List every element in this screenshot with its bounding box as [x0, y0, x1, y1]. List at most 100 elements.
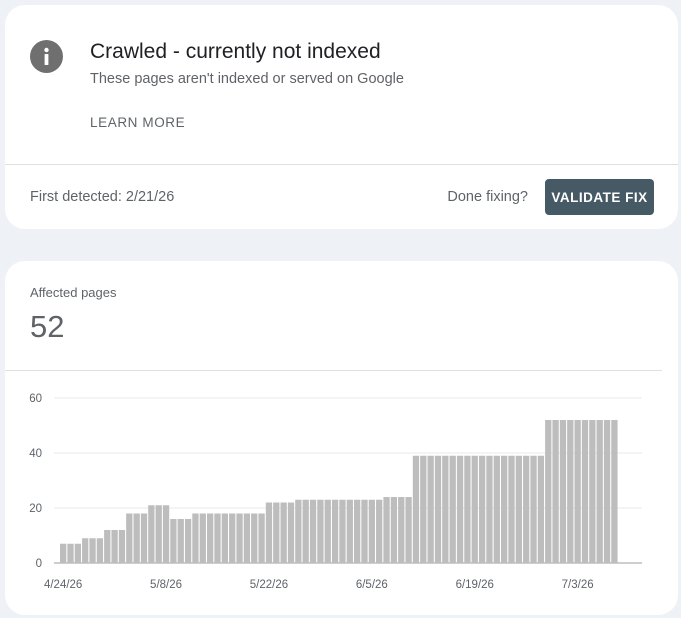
chart-bar[interactable] [74, 543, 81, 563]
chart-bar[interactable] [184, 519, 192, 563]
chart-bar[interactable] [361, 499, 368, 563]
chart-bar[interactable] [324, 499, 331, 563]
x-tick-label: 6/5/26 [356, 579, 388, 591]
chart-bar[interactable] [559, 420, 567, 563]
chart-bar[interactable] [339, 499, 346, 563]
done-fixing-text: Done fixing? [447, 189, 528, 205]
chart-bar[interactable] [251, 513, 258, 564]
y-tick-label: 20 [29, 503, 42, 515]
chart-bar[interactable] [126, 513, 133, 564]
chart-bar[interactable] [383, 497, 390, 563]
divider [5, 370, 662, 371]
chart-bar[interactable] [501, 455, 508, 563]
chart-bar[interactable] [192, 513, 199, 564]
chart-bar[interactable] [118, 530, 126, 563]
issue-title: Crawled - currently not indexed [90, 40, 381, 63]
chart-bar[interactable] [552, 420, 559, 563]
chart-bar[interactable] [376, 499, 383, 563]
chart-bar[interactable] [199, 513, 206, 564]
chart-bar[interactable] [537, 455, 545, 563]
chart-bar[interactable] [177, 519, 184, 563]
chart-bar[interactable] [478, 455, 486, 563]
divider [5, 164, 678, 165]
chart-bar[interactable] [442, 455, 449, 563]
first-detected-text: First detected: 2/21/26 [30, 189, 175, 205]
chart-bar[interactable] [111, 530, 118, 563]
affected-pages-label: Affected pages [30, 285, 117, 300]
chart-bar[interactable] [229, 513, 236, 564]
validate-fix-button[interactable]: VALIDATE FIX [545, 179, 654, 215]
chart-bar[interactable] [574, 420, 581, 563]
chart-bar[interactable] [471, 455, 478, 563]
chart-bar[interactable] [523, 455, 530, 563]
chart-bar[interactable] [140, 513, 148, 564]
chart-bar[interactable] [390, 497, 398, 563]
chart-bar[interactable] [309, 499, 317, 563]
chart-bar[interactable] [82, 538, 89, 563]
chart-bar[interactable] [265, 502, 273, 564]
x-tick-label: 7/3/26 [562, 579, 594, 591]
chart-bar[interactable] [449, 455, 456, 563]
chart-bar[interactable] [611, 420, 618, 563]
chart-bar[interactable] [493, 455, 500, 563]
chart-bar[interactable] [596, 420, 603, 563]
chart-bar[interactable] [464, 455, 471, 563]
chart-bar[interactable] [420, 455, 427, 563]
y-tick-label: 40 [29, 448, 42, 460]
chart-bar[interactable] [214, 513, 221, 564]
chart-bar[interactable] [133, 513, 140, 564]
chart-bar[interactable] [302, 499, 309, 563]
chart-bar[interactable] [515, 455, 522, 563]
chart-bar[interactable] [530, 455, 537, 563]
chart-bar[interactable] [96, 538, 104, 563]
x-tick-label: 5/22/26 [250, 579, 288, 591]
chart-bar[interactable] [354, 499, 361, 563]
chart-bar[interactable] [368, 499, 375, 563]
chart-bar[interactable] [589, 420, 596, 563]
chart-bar[interactable] [207, 513, 214, 564]
chart-bar[interactable] [545, 420, 552, 563]
chart-bar[interactable] [434, 455, 442, 563]
x-tick-label: 6/19/26 [456, 579, 494, 591]
chart-bar[interactable] [331, 499, 339, 563]
chart-bar[interactable] [60, 543, 67, 563]
chart-bar[interactable] [456, 455, 464, 563]
issue-subtitle: These pages aren't indexed or served on … [90, 71, 404, 87]
y-tick-label: 60 [29, 393, 42, 405]
chart-bar[interactable] [170, 519, 177, 563]
x-tick-label: 4/24/26 [44, 579, 82, 591]
chart-bar[interactable] [273, 502, 280, 564]
chart-bar[interactable] [287, 502, 295, 564]
chart-bar[interactable] [603, 420, 611, 563]
learn-more-link[interactable]: LEARN MORE [90, 115, 186, 130]
chart-bar[interactable] [405, 497, 412, 563]
chart-bar[interactable] [148, 505, 155, 563]
chart-bar[interactable] [258, 513, 265, 564]
chart-bar[interactable] [581, 420, 589, 563]
chart-bar[interactable] [221, 513, 228, 564]
affected-pages-card: Affected pages 52 0 20 40 60 4/24/26 5/8/26 5/… [5, 261, 678, 615]
chart-bar[interactable] [317, 499, 324, 563]
chart-bar[interactable] [295, 499, 302, 563]
chart-bar[interactable] [346, 499, 353, 563]
chart-bar[interactable] [486, 455, 493, 563]
issue-card: Crawled - currently not indexed These pa… [5, 5, 678, 229]
chart-bar[interactable] [89, 538, 96, 563]
chart-bar[interactable] [67, 543, 74, 563]
chart-bar[interactable] [412, 455, 420, 563]
chart-bar[interactable] [243, 513, 251, 564]
chart-bar[interactable] [398, 497, 405, 563]
chart-bar[interactable] [155, 505, 162, 563]
chart-bar[interactable] [280, 502, 287, 564]
chart-bar[interactable] [236, 513, 243, 564]
chart-bar[interactable] [427, 455, 434, 563]
affected-pages-count: 52 [30, 309, 65, 344]
chart-bar[interactable] [162, 505, 170, 563]
chart-bar[interactable] [508, 455, 515, 563]
chart-bar[interactable] [104, 530, 111, 563]
info-icon [30, 40, 63, 73]
x-tick-label: 5/8/26 [150, 579, 182, 591]
affected-pages-chart: 0 20 40 60 4/24/26 5/8/26 5/22/26 6/5/26 6/19/26… [29, 393, 642, 591]
chart-bar[interactable] [567, 420, 574, 563]
y-tick-label: 0 [36, 558, 42, 570]
